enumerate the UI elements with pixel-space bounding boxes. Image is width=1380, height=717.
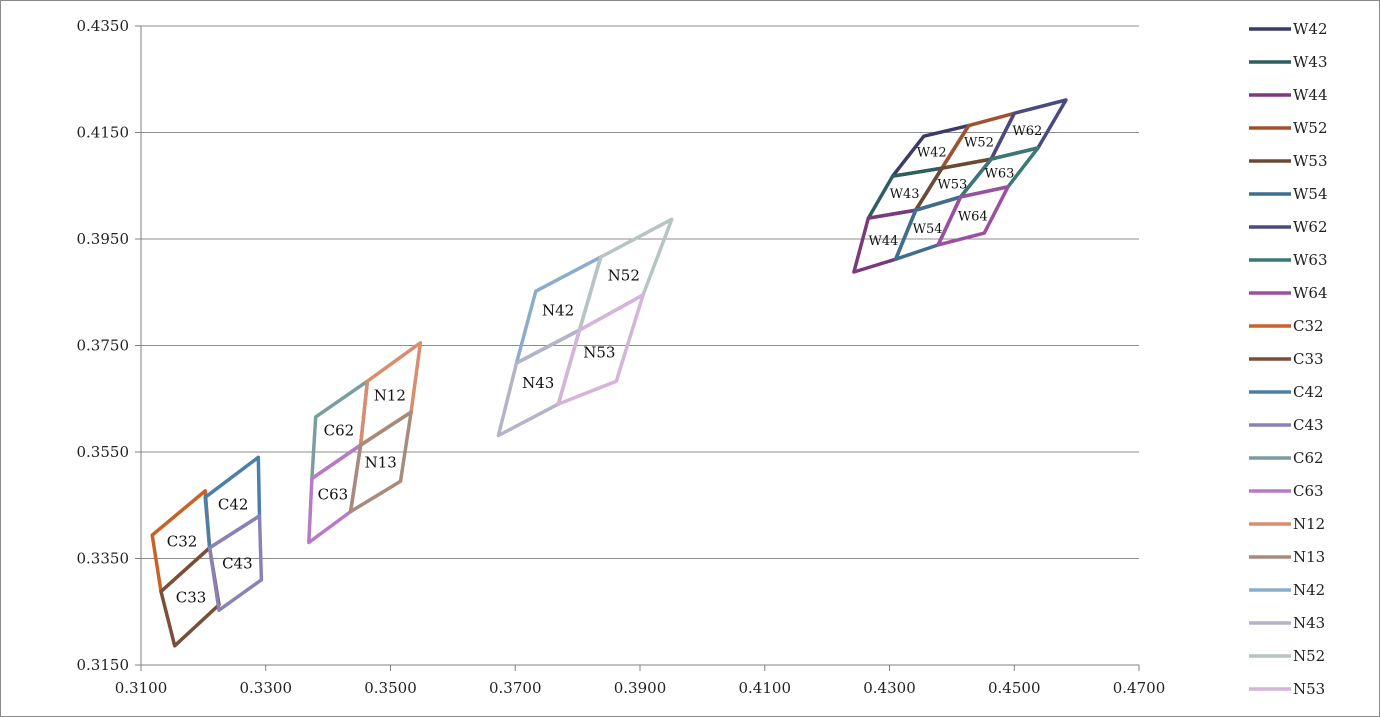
legend-label-c63: C63: [1293, 482, 1324, 500]
series-layer: [150, 98, 1068, 648]
region-label-c33: C33: [176, 589, 207, 607]
legend-label-n13: N13: [1293, 548, 1325, 566]
legend-label-w63: W63: [1293, 251, 1328, 269]
x-tick-label-6: 0.4300: [863, 679, 916, 697]
series-w64-outline: [936, 185, 1010, 247]
x-tick-label-0: 0.3100: [115, 679, 168, 697]
region-label-n12: N12: [374, 386, 406, 404]
legend-label-w43: W43: [1293, 53, 1328, 71]
y-tick-label-4: 0.3550: [77, 443, 130, 461]
legend-label-w62: W62: [1293, 218, 1328, 236]
region-label-n43: N43: [522, 374, 554, 392]
legend-layer: W42 W43 W44 W52 W53 W54 W62 W63 W64 C32 C33 C42 C43 C…: [1249, 20, 1328, 698]
region-label-n53: N53: [583, 344, 615, 362]
region-label-w64: W64: [958, 209, 988, 224]
legend-label-c32: C32: [1293, 317, 1324, 335]
legend-label-n43: N43: [1293, 614, 1325, 632]
series-n53-outline: [556, 293, 645, 406]
x-tick-label-7: 0.4500: [988, 679, 1041, 697]
legend-label-w53: W53: [1293, 152, 1328, 170]
region-label-w43: W43: [890, 187, 920, 202]
region-label-w63: W63: [984, 167, 1014, 182]
legend-label-c43: C43: [1293, 416, 1324, 434]
legend-label-w64: W64: [1293, 284, 1328, 302]
series-n13-outline: [348, 410, 413, 514]
x-tick-label-8: 0.4700: [1113, 679, 1166, 697]
legend-label-n12: N12: [1293, 515, 1325, 533]
y-tick-label-5: 0.3350: [77, 550, 130, 568]
legend-label-n53: N53: [1293, 680, 1325, 698]
region-label-c43: C43: [222, 554, 253, 572]
y-tick-label-0: 0.4350: [77, 17, 130, 35]
region-label-c42: C42: [218, 496, 249, 514]
legend-label-w52: W52: [1293, 119, 1328, 137]
y-tick-label-2: 0.3950: [77, 230, 130, 248]
region-label-n13: N13: [365, 454, 397, 472]
legend-label-n42: N42: [1293, 581, 1325, 599]
legend-label-c62: C62: [1293, 449, 1324, 467]
region-label-c63: C63: [318, 485, 349, 503]
x-tick-label-2: 0.3500: [364, 679, 417, 697]
legend-label-w44: W44: [1293, 86, 1328, 104]
label-layer: W42 W43 W44 W52 W53 W54 W62 W63 W64 C32 C33 C42 C43 C…: [167, 124, 1043, 606]
region-label-n42: N42: [542, 301, 574, 319]
region-label-w44: W44: [868, 234, 898, 249]
legend-label-w42: W42: [1293, 20, 1328, 38]
region-label-w62: W62: [1012, 124, 1042, 139]
region-label-w53: W53: [937, 178, 967, 193]
legend-label-c33: C33: [1293, 350, 1324, 368]
region-label-w52: W52: [964, 136, 994, 151]
region-label-c32: C32: [167, 532, 198, 550]
y-tick-label-3: 0.3750: [77, 337, 130, 355]
axis-layer: 0.4350 0.4150 0.3950 0.3750 0.3550 0.3350 0.31…: [77, 17, 1166, 697]
x-tick-label-3: 0.3700: [489, 679, 542, 697]
x-tick-label-5: 0.4100: [739, 679, 792, 697]
x-tick-label-4: 0.3900: [614, 679, 667, 697]
legend-label-w54: W54: [1293, 185, 1328, 203]
legend-label-n52: N52: [1293, 647, 1325, 665]
series-c43-outline: [207, 514, 264, 612]
region-label-n52: N52: [608, 266, 640, 284]
x-tick-label-1: 0.3300: [240, 679, 293, 697]
region-label-w54: W54: [913, 222, 943, 237]
region-label-w42: W42: [917, 146, 947, 161]
y-tick-label-1: 0.4150: [77, 124, 130, 142]
region-label-c62: C62: [324, 421, 355, 439]
legend-label-c42: C42: [1293, 383, 1324, 401]
grid-layer: [141, 25, 1139, 559]
y-tick-label-6: 0.3150: [77, 656, 130, 674]
